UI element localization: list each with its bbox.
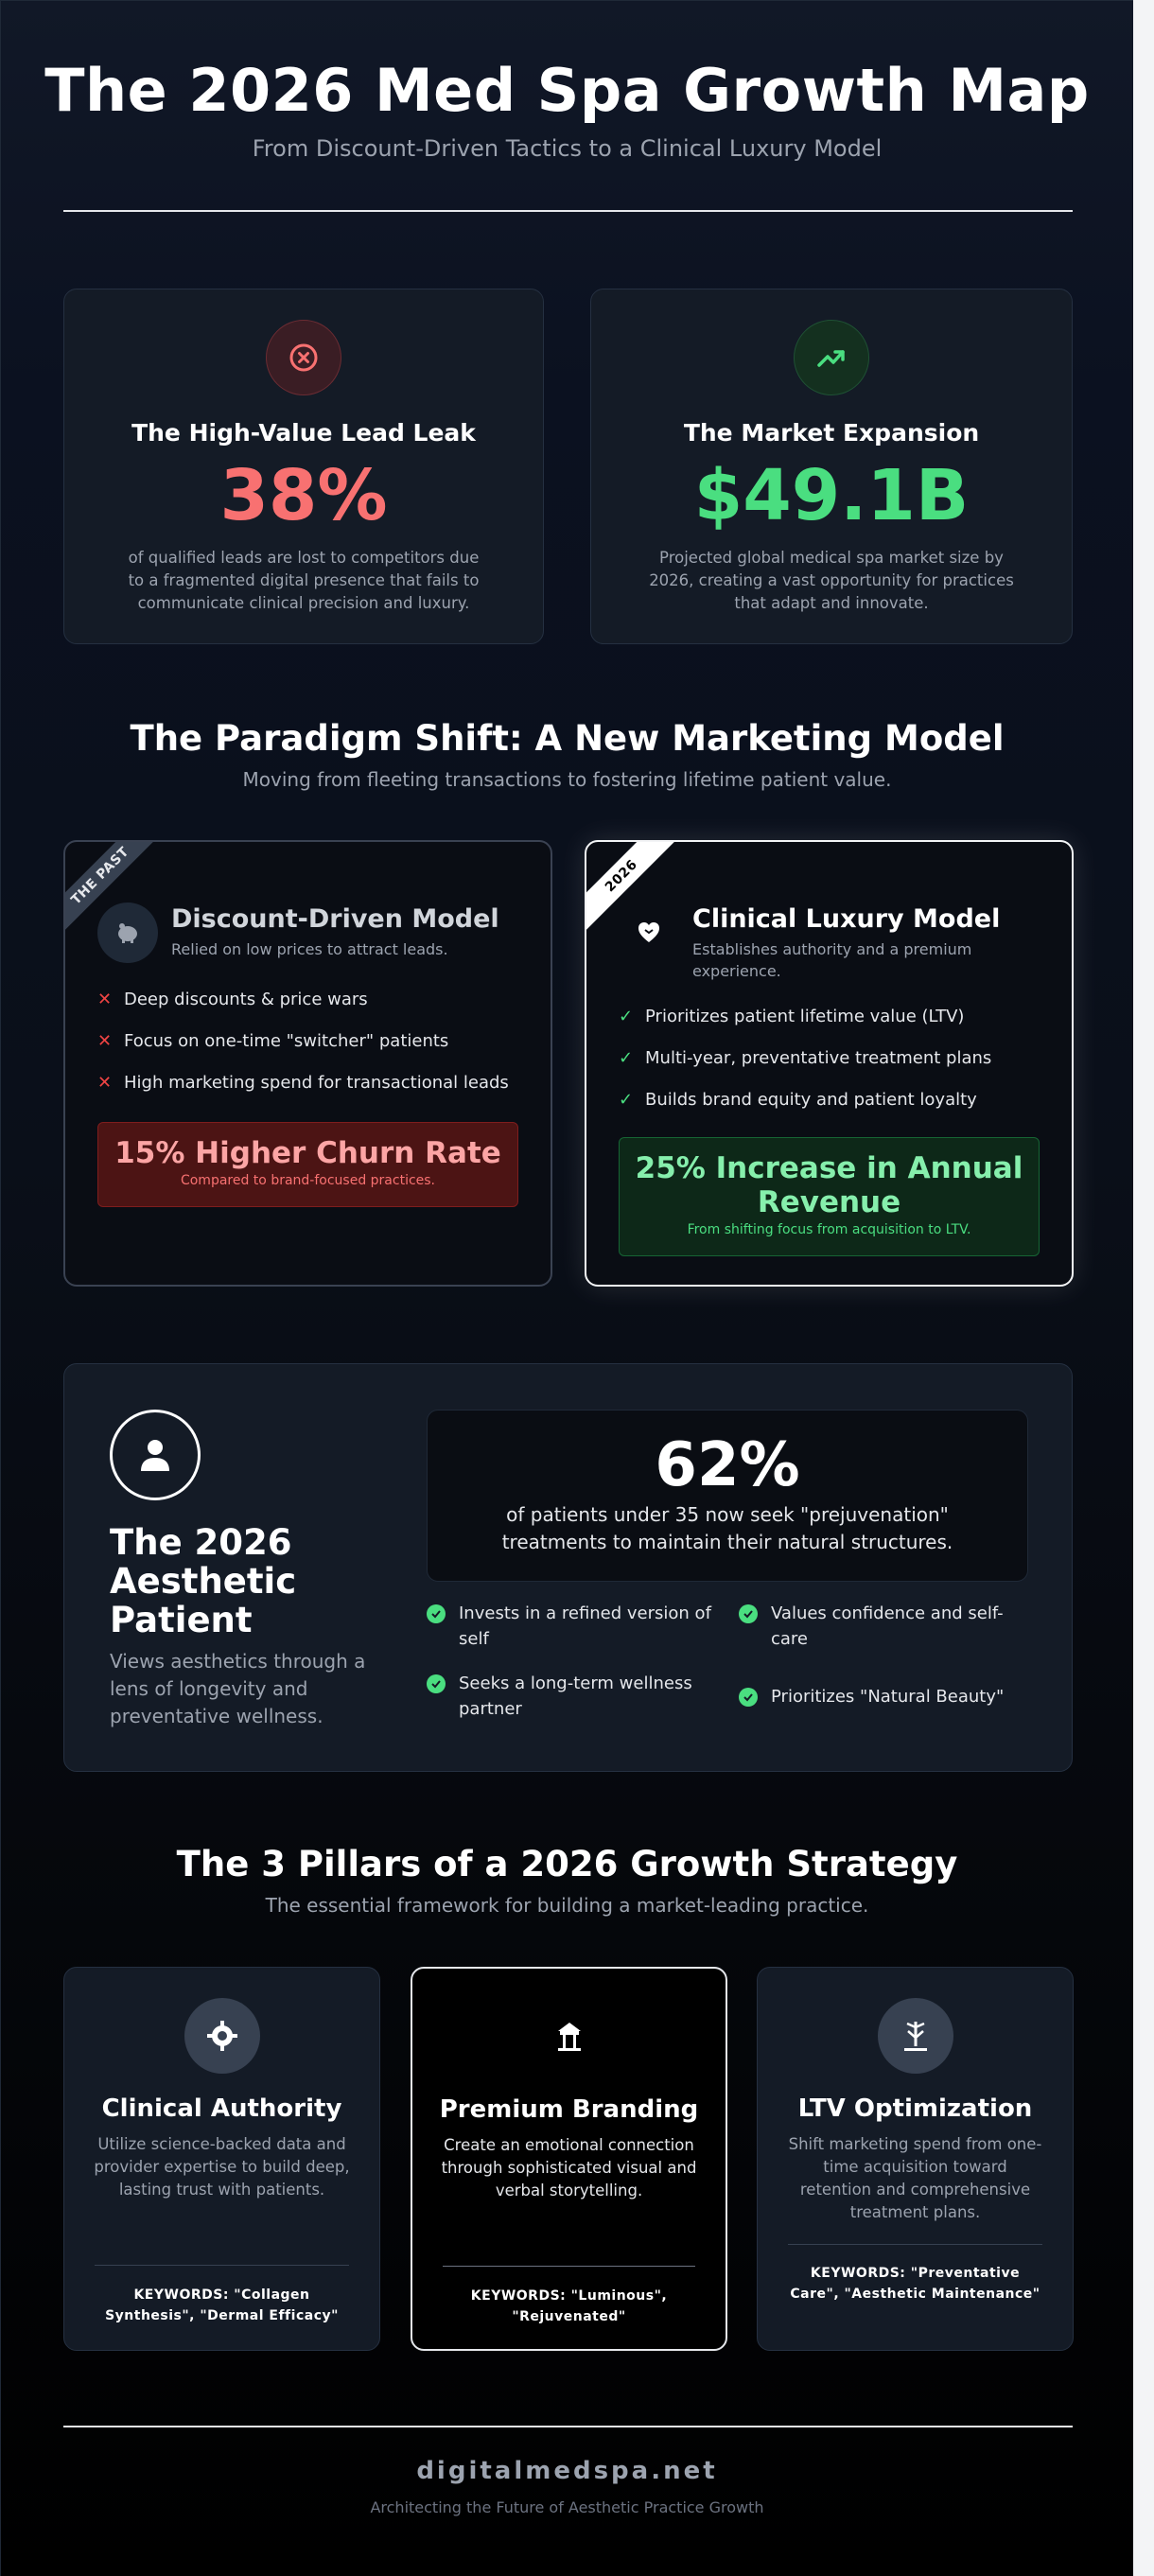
model-description: Relied on low prices to attract leads. xyxy=(171,940,448,958)
list-item: ✓ Multi-year, preventative treatment plan… xyxy=(619,1047,992,1068)
pillar-title: Premium Branding xyxy=(439,2095,699,2124)
stat-card-market-expansion: The Market Expansion $49.1B Projected gl… xyxy=(590,289,1073,644)
model-description: Establishes authority and a premium expe… xyxy=(692,940,972,980)
section-subtitle-pillars: The essential framework for building a m… xyxy=(265,1894,869,1917)
patient-title: The 2026 Aesthetic Patient xyxy=(110,1522,297,1640)
check-circle-icon xyxy=(427,1604,446,1623)
pillar-card-premium-branding: Premium Branding Create an emotional con… xyxy=(411,1967,727,2351)
pillar-title: Clinical Authority xyxy=(101,2094,342,2123)
page-title: The 2026 Med Spa Growth Map xyxy=(44,56,1090,125)
pillar-keywords: KEYWORDS: "Preventative Care", "Aestheti… xyxy=(790,2266,1040,2302)
list-item: ✕ Deep discounts & price wars xyxy=(97,989,368,1009)
stat-description: of qualified leads are lost to competito… xyxy=(128,549,480,612)
pillar-divider xyxy=(788,2244,1042,2245)
trait-item: Values confidence and self-care xyxy=(739,1601,1013,1652)
callout-value: 15% Higher Churn Rate xyxy=(114,1136,501,1170)
stat-value: 38% xyxy=(219,455,388,536)
pillar-keywords: KEYWORDS: "Collagen Synthesis", "Dermal … xyxy=(105,2287,339,2323)
old-model-points: ✕ Deep discounts & price wars ✕ Focus on o… xyxy=(97,978,518,1103)
list-item: ✕ Focus on one-time "switcher" patients xyxy=(97,1030,449,1051)
stat-card-lead-leak: The High-Value Lead Leak 38% of qualifie… xyxy=(63,289,544,644)
x-mark-icon: ✕ xyxy=(97,1072,113,1093)
user-icon xyxy=(110,1410,201,1500)
patient-description: Views aesthetics through a lens of longe… xyxy=(110,1650,366,1727)
pillar-divider xyxy=(443,2266,695,2267)
section-title-paradigm: The Paradigm Shift: A New Marketing Mode… xyxy=(130,718,1005,759)
list-item: ✓ Prioritizes patient lifetime value (LTV… xyxy=(619,1006,965,1026)
check-mark-icon: ✓ xyxy=(619,1006,634,1026)
footer-divider xyxy=(63,2426,1073,2427)
revenue-callout: 25% Increase in Annual Revenue From shif… xyxy=(619,1137,1040,1256)
list-item: ✕ High marketing spend for transactional … xyxy=(97,1072,509,1093)
churn-callout: 15% Higher Churn Rate Compared to brand-… xyxy=(97,1122,518,1207)
footer-tagline: Architecting the Future of Aesthetic Pra… xyxy=(370,2498,764,2516)
stat-title: The High-Value Lead Leak xyxy=(131,419,476,447)
check-mark-icon: ✓ xyxy=(619,1047,634,1068)
pillar-keywords: KEYWORDS: "Luminous", "Rejuvenated" xyxy=(470,2288,668,2324)
check-circle-icon xyxy=(739,1604,758,1623)
discount-model-card: THE PAST Discount-Driven Model Relied on… xyxy=(63,840,552,1287)
model-title: Clinical Luxury Model xyxy=(692,904,1001,934)
trait-item: Prioritizes "Natural Beauty" xyxy=(739,1684,1013,1709)
aesthetic-patient-card: The 2026 Aesthetic Patient Views aesthet… xyxy=(63,1363,1073,1772)
x-mark-icon: ✕ xyxy=(97,989,113,1009)
check-mark-icon: ✓ xyxy=(619,1089,634,1110)
heart-hand-icon xyxy=(619,902,679,963)
callout-value: 25% Increase in Annual Revenue xyxy=(635,1151,1023,1219)
list-item: ✓ Builds brand equity and patient loyalty xyxy=(619,1089,977,1110)
model-title: Discount-Driven Model xyxy=(171,904,499,934)
pillar-card-ltv-optimization: LTV Optimization Shift marketing spend f… xyxy=(757,1967,1074,2351)
clinical-luxury-model-card: 2026 Clinical Luxury Model Establishes a… xyxy=(585,840,1074,1287)
stat-value: $49.1B xyxy=(693,455,970,536)
trait-item: Invests in a refined version of self xyxy=(427,1601,720,1652)
check-circle-icon xyxy=(739,1688,758,1707)
x-circle-icon xyxy=(266,320,341,395)
footer-brand: digitalmedspa.net xyxy=(416,2457,718,2485)
pillar-card-clinical-authority: Clinical Authority Utilize science-backe… xyxy=(63,1967,380,2351)
microscope-icon xyxy=(184,1998,260,2074)
pillar-divider xyxy=(95,2265,349,2266)
stat-description: of patients under 35 now seek "prejuvena… xyxy=(501,1503,953,1553)
balance-icon xyxy=(877,1998,953,2074)
pavilion-icon xyxy=(532,1999,607,2075)
prejuvenation-stat-box: 62% of patients under 35 now seek "preju… xyxy=(427,1410,1028,1582)
pillar-description: Create an emotional connection through s… xyxy=(441,2136,697,2199)
page-subtitle: From Discount-Driven Tactics to a Clinic… xyxy=(252,135,883,162)
stat-description: Projected global medical spa market size… xyxy=(649,549,1014,612)
callout-note: Compared to brand-focused practices. xyxy=(180,1173,436,1188)
header-divider xyxy=(63,210,1073,212)
trending-up-icon xyxy=(794,320,869,395)
pillar-title: LTV Optimization xyxy=(797,2094,1033,2123)
section-subtitle-paradigm: Moving from fleeting transactions to fos… xyxy=(242,768,892,791)
new-model-points: ✓ Prioritizes patient lifetime value (LTV… xyxy=(619,995,1040,1120)
pillar-description: Shift marketing spend from one-time acqu… xyxy=(788,2135,1042,2221)
x-mark-icon: ✕ xyxy=(97,1030,113,1051)
trait-item: Seeks a long-term wellness partner xyxy=(427,1671,720,1722)
pillar-description: Utilize science-backed data and provider… xyxy=(94,2135,350,2199)
check-circle-icon xyxy=(427,1674,446,1693)
stat-title: The Market Expansion xyxy=(683,419,980,447)
callout-note: From shifting focus from acquisition to … xyxy=(687,1222,971,1237)
piggy-bank-icon xyxy=(97,902,158,963)
section-title-pillars: The 3 Pillars of a 2026 Growth Strategy xyxy=(176,1844,958,1884)
stat-value: 62% xyxy=(655,1430,800,1500)
